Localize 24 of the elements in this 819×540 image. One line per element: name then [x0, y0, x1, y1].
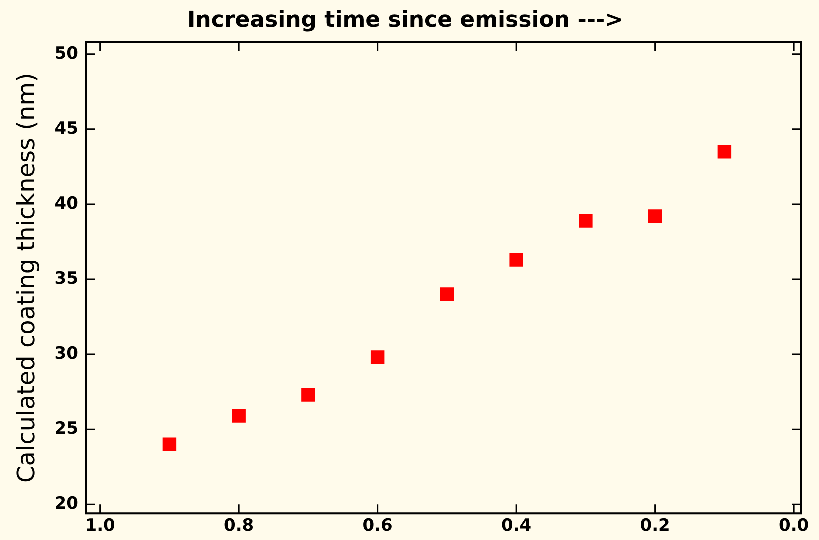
chart-title: Increasing time since emission --->	[187, 8, 624, 33]
y-tick-label: 40	[54, 194, 79, 214]
point	[510, 253, 524, 267]
point	[162, 438, 177, 452]
point	[302, 388, 316, 402]
y-tick-label: 20	[54, 494, 79, 514]
y-tick-label: 50	[54, 44, 79, 64]
y-axis-title: Calculated coating thickness (nm)	[12, 72, 41, 484]
point	[648, 210, 662, 224]
point	[232, 409, 246, 423]
x-tick-label: 0.2	[640, 516, 670, 536]
y-tick-label: 30	[54, 344, 79, 364]
y-tick-label: 45	[54, 118, 78, 139]
y-tick-label: 35	[54, 268, 78, 289]
y-tick-label: 25	[54, 418, 78, 439]
x-tick-label: 0.8	[224, 516, 254, 536]
x-tick-label: 0.6	[362, 516, 393, 536]
point	[718, 145, 732, 159]
point	[370, 350, 385, 364]
x-tick-label: 0.4	[502, 516, 532, 536]
x-tick-label: 0.0	[779, 516, 810, 536]
point	[440, 288, 454, 302]
point	[579, 214, 593, 228]
x-tick-label: 1.0	[85, 516, 116, 536]
